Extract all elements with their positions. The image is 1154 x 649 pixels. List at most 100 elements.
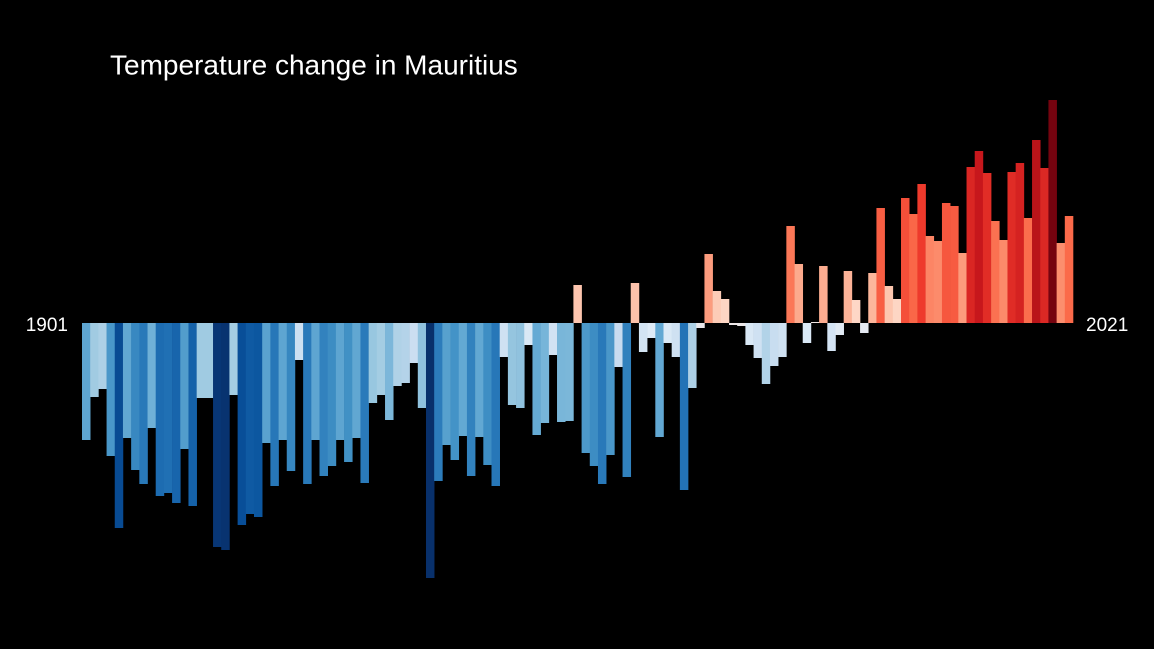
bar [466,323,476,476]
bar [376,323,386,395]
bar [1056,243,1066,323]
bar [638,323,648,352]
bar [737,323,746,326]
bar [941,203,951,323]
bar [663,323,672,343]
bar [712,291,722,323]
bar [294,323,304,360]
bar [802,323,812,343]
bar [729,323,738,325]
bar [344,323,353,462]
bar [188,323,197,506]
bar [679,323,689,490]
bar [401,323,410,383]
bar [688,323,697,388]
bar [647,323,656,338]
bar [360,323,369,483]
bar [581,323,591,453]
bar [172,323,181,503]
bar [196,323,206,398]
bar [98,323,107,389]
x-start-label: 1901 [26,315,68,336]
bar [450,323,460,460]
bar [614,323,623,367]
bar [311,323,320,440]
bar [761,323,771,384]
bar [819,266,828,323]
bar [106,323,116,456]
bar [499,323,509,357]
bar [1007,172,1016,323]
bar [835,323,844,335]
bar [221,323,230,550]
bar [1064,216,1074,323]
bar [630,283,640,323]
bar [229,323,238,395]
bar [147,323,157,428]
bar [548,323,558,355]
bar [565,323,574,421]
bar [155,323,165,496]
bar [827,323,836,351]
bar [327,323,337,466]
bar [720,299,730,323]
bar [204,323,214,398]
bar [540,323,550,423]
bar [352,323,361,438]
bar [131,323,140,470]
bar [1032,140,1041,323]
bar [270,323,279,486]
bar [671,323,681,357]
bar [1040,168,1049,323]
bar [475,323,484,437]
bar [745,323,754,345]
bar [769,323,779,366]
bar [860,323,869,333]
x-end-label: 2021 [1086,315,1128,336]
bar [810,322,820,323]
bar [876,208,885,323]
bar [278,323,288,440]
bar [516,323,525,408]
bar [122,323,132,438]
bar [606,323,615,455]
bar [1048,100,1057,323]
bar [335,323,345,440]
bar [991,221,1000,323]
bar [901,198,910,323]
bar [925,236,935,323]
chart-title: Temperature change in Mauritius [110,49,518,80]
bar [417,323,427,408]
bar [966,167,976,323]
bar [532,323,541,435]
bar [483,323,492,465]
bar [753,323,763,358]
bar [442,323,451,445]
bar [786,226,795,323]
bar [180,323,189,449]
bar [597,323,607,484]
bar [974,151,984,323]
bar [909,214,918,323]
bar [524,323,533,345]
bar [286,323,296,471]
bar [425,323,435,578]
bar [851,300,861,323]
bar [507,323,517,405]
bar [253,323,263,517]
bar [999,240,1008,323]
bar [434,323,443,481]
bar [393,323,402,386]
bar [1023,218,1033,323]
bar [90,323,99,397]
bar [917,184,926,323]
bar [933,241,943,323]
bar [958,253,967,323]
bar [704,254,713,323]
bar [368,323,378,403]
bar [491,323,500,486]
bar [1015,163,1025,323]
bar [655,323,664,437]
bar [139,323,148,484]
